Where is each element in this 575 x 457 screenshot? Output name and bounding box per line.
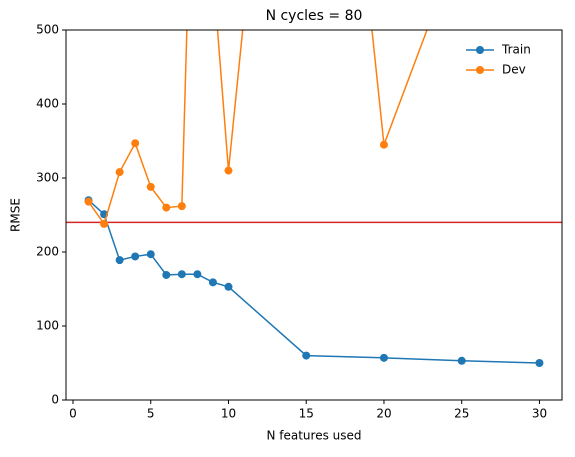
y-tick-label: 0: [51, 393, 59, 407]
legend-label: Dev: [502, 63, 526, 77]
y-tick-label: 200: [36, 245, 59, 259]
data-point: [208, 278, 217, 287]
x-tick-label: 15: [299, 407, 314, 421]
data-point: [535, 359, 544, 367]
data-point: [162, 203, 171, 212]
series-line: [88, 199, 540, 364]
x-tick-label: 5: [147, 407, 155, 421]
data-point: [115, 168, 124, 177]
data-point: [162, 270, 171, 279]
x-tick-label: 25: [454, 407, 469, 421]
plot-frame: [65, 29, 563, 401]
x-tick-label: 10: [221, 407, 236, 421]
data-point: [131, 252, 140, 261]
legend-marker: [476, 46, 484, 54]
x-tick-label: 20: [376, 407, 391, 421]
y-tick-label: 400: [36, 97, 59, 111]
data-point: [100, 219, 109, 228]
x-tick-label: 30: [532, 407, 547, 421]
series-line: [87, 30, 428, 226]
data-point: [457, 356, 466, 365]
y-tick-label: 500: [36, 23, 59, 37]
data-point: [177, 270, 186, 279]
legend-label: Train: [501, 43, 531, 57]
data-point: [224, 166, 233, 175]
data-point: [84, 197, 93, 206]
plot-area: [66, 30, 562, 367]
x-tick-label: 0: [69, 407, 77, 421]
x-axis-label: N features used: [266, 429, 361, 443]
y-tick-label: 100: [36, 319, 59, 333]
data-point: [379, 353, 388, 362]
chart-title: N cycles = 80: [266, 8, 363, 24]
data-point: [146, 182, 155, 191]
data-point: [379, 140, 388, 149]
data-point: [115, 256, 124, 265]
y-tick-label: 300: [36, 171, 59, 185]
legend-marker: [476, 66, 484, 74]
data-point: [302, 351, 311, 360]
data-point: [131, 139, 140, 148]
data-point: [224, 282, 233, 291]
data-point: [146, 250, 155, 259]
y-axis-label: RMSE: [9, 198, 23, 232]
data-point: [177, 202, 186, 211]
data-point: [193, 270, 202, 279]
